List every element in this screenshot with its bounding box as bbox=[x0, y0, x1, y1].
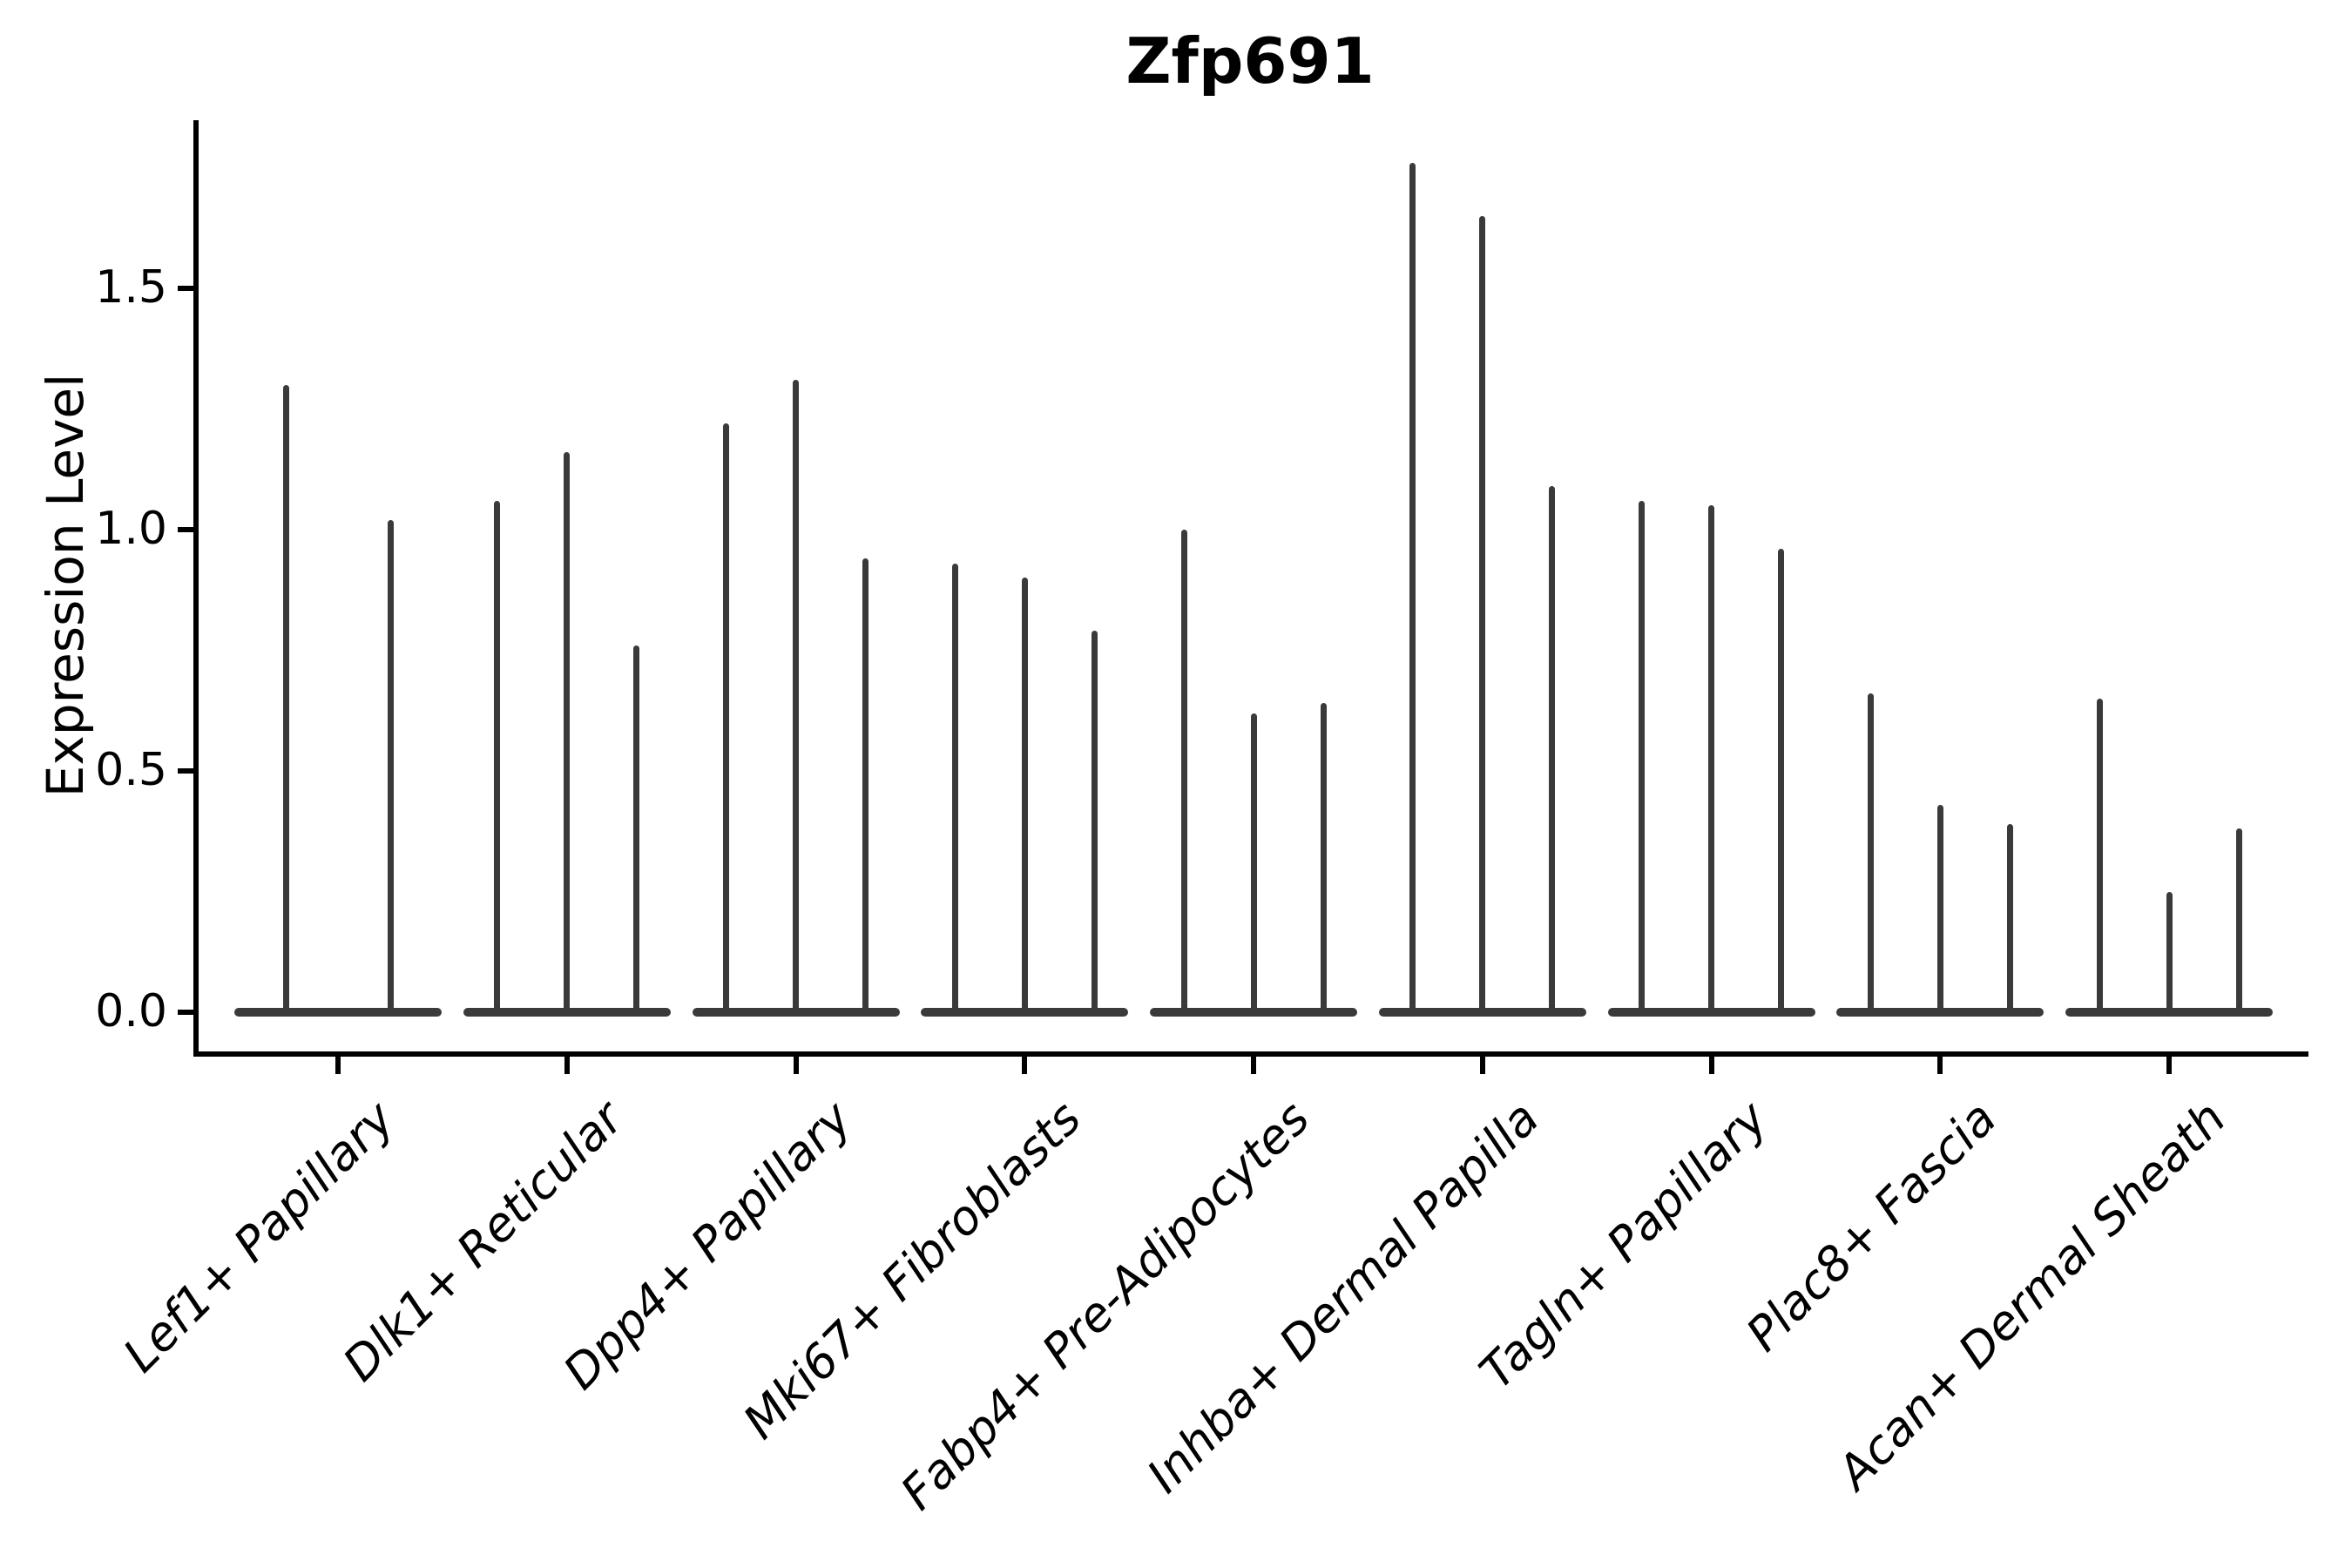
violin-spike bbox=[633, 645, 640, 1012]
violin-spike bbox=[2166, 891, 2173, 1012]
x-tick-mark bbox=[1479, 1057, 1485, 1074]
violin-spike bbox=[1091, 631, 1098, 1012]
violin-baseline bbox=[1378, 1008, 1586, 1017]
violin-spike bbox=[2096, 698, 2103, 1012]
x-tick-mark bbox=[2166, 1057, 2172, 1074]
violin-spike bbox=[564, 452, 571, 1012]
y-tick-mark bbox=[178, 286, 193, 291]
x-tick-label: Inhba+ Dermal Papilla bbox=[1136, 1091, 1550, 1504]
x-axis-spine bbox=[193, 1051, 2308, 1057]
violin-spike bbox=[1549, 486, 1556, 1012]
y-tick-mark bbox=[178, 527, 193, 532]
violin-spike bbox=[494, 500, 501, 1012]
y-tick-label: 1.0 bbox=[95, 502, 167, 555]
x-tick-mark bbox=[564, 1057, 570, 1074]
violin-baseline bbox=[1150, 1008, 1357, 1017]
x-tick-mark bbox=[1708, 1057, 1714, 1074]
violin-spike bbox=[2006, 823, 2013, 1012]
violin-spike bbox=[1409, 162, 1416, 1012]
y-axis-label: Expression Level bbox=[36, 373, 95, 798]
x-tick-mark bbox=[1251, 1057, 1256, 1074]
x-tick-mark bbox=[1022, 1057, 1028, 1074]
violin-spike bbox=[387, 519, 394, 1012]
violin-spike bbox=[2235, 828, 2242, 1012]
y-tick-mark bbox=[178, 1010, 193, 1015]
violin-spike bbox=[1639, 500, 1645, 1012]
violin-baseline bbox=[2065, 1008, 2273, 1017]
violin-spike bbox=[1180, 530, 1187, 1012]
violin-baseline bbox=[234, 1008, 442, 1017]
violin-baseline bbox=[1607, 1008, 1815, 1017]
violin-spike bbox=[1778, 549, 1784, 1012]
x-tick-label: Fabp4+ Pre-Adipocytes bbox=[890, 1091, 1321, 1521]
violin-baseline bbox=[463, 1008, 671, 1017]
violin-spike bbox=[951, 563, 958, 1012]
y-tick-label: 0.0 bbox=[95, 984, 167, 1037]
y-axis-spine bbox=[193, 120, 199, 1057]
violin-spike bbox=[1320, 703, 1327, 1012]
violin-baseline bbox=[921, 1008, 1129, 1017]
violin-spike bbox=[1250, 713, 1257, 1012]
violin-spike bbox=[1936, 804, 1943, 1012]
violin-baseline bbox=[692, 1008, 900, 1017]
violin-spike bbox=[1708, 505, 1714, 1012]
x-tick-label: Acan+ Dermal Sheath bbox=[1826, 1091, 2236, 1500]
violin-spike bbox=[723, 423, 729, 1012]
violin-baseline bbox=[1836, 1008, 2044, 1017]
violin-spike bbox=[282, 384, 289, 1012]
y-tick-label: 0.5 bbox=[95, 743, 167, 796]
y-tick-mark bbox=[178, 768, 193, 774]
chart-title: Zfp691 bbox=[1125, 24, 1375, 98]
x-tick-mark bbox=[335, 1057, 341, 1074]
violin-spike bbox=[1867, 693, 1874, 1012]
x-tick-mark bbox=[793, 1057, 799, 1074]
violin-spike bbox=[862, 558, 868, 1012]
violin-spike bbox=[1479, 215, 1486, 1012]
y-tick-label: 1.5 bbox=[95, 260, 167, 314]
violin-spike bbox=[793, 380, 799, 1012]
x-tick-mark bbox=[1937, 1057, 1943, 1074]
violin-spike bbox=[1021, 578, 1028, 1012]
